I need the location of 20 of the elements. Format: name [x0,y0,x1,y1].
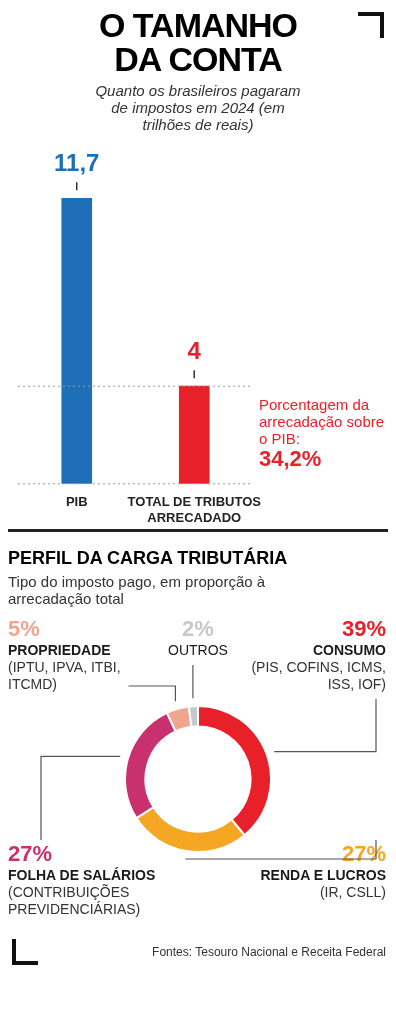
chart-subtitle: Tipo do imposto pago, em proporção à arrecadação total [8,573,267,607]
data-label: 4 [187,336,202,364]
chart-title: O TAMANHO DA CONTA [98,6,298,78]
data-label: 39% [341,616,386,642]
slice-label: CONSUMO (PIS, COFINS, ICMS, ISS, IOF) [251,641,387,692]
text: 34,2% [259,446,322,472]
text: Porcentagem da arrecadação sobre o PIB: [259,395,385,447]
chart-subtitle: Quanto os brasileiros pagaram de impostos em 2024 (em trilhões de reais) [94,82,302,133]
slice-label: PROPRIEDADE (IPTU, IPVA, ITBI, ITCMD) [8,641,121,692]
slice-label: FOLHA DE SALÁRIOS (CONTRIBUIÇÕES PREVIDENCIÁRIAS) [8,866,156,917]
slice-label: RENDA E LUCROS (IR, CSLL) [260,866,386,900]
data-label: 5% [8,616,40,642]
chart-title: PERFIL DA CARGA TRIBUTÁRIA [8,548,289,569]
x-tick-label: TOTAL DE TRIBUTOS ARRECADADO [127,494,262,525]
text: Fontes: Tesouro Nacional e Receita Federal [151,944,387,961]
slice-label: OUTROS [168,641,228,658]
data-label: 27% [341,841,386,867]
data-label: 27% [8,841,53,867]
data-label: 11,7 [54,148,100,176]
x-tick-label: PIB [65,494,88,510]
